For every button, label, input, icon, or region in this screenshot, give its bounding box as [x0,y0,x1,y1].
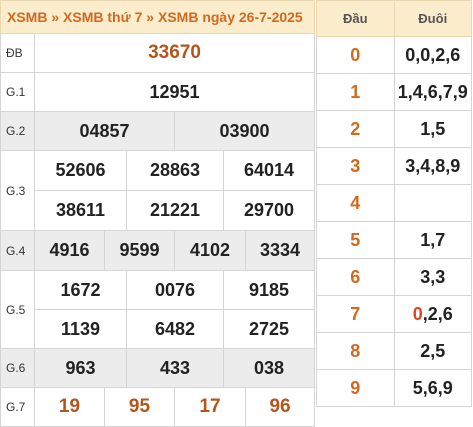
prize-g6-value: 963 [34,348,127,388]
loto-tail: 1,7 [393,221,472,259]
loto-head: 5 [316,221,395,259]
loto-tail: 2,5 [393,332,472,370]
prize-label-g3: G.3 [0,150,35,231]
prize-label-g6: G.6 [0,348,35,388]
prize-g4-value: 4916 [34,230,105,271]
prize-g5-value: 1139 [34,309,127,349]
loto-tail: 3,4,8,9 [393,147,472,185]
loto-head: 4 [316,184,395,222]
prize-g3-value: 52606 [34,150,127,191]
prize-g2-value: 04857 [34,111,175,151]
prize-g5-value: 9185 [222,270,316,310]
loto-tail-rest: ,2,6 [422,303,453,324]
breadcrumb-separator: » [51,9,60,25]
prize-g3-value: 64014 [222,150,316,191]
loto-tail: 3,3 [393,258,472,296]
loto-head: 7 [316,295,395,333]
breadcrumb-date[interactable]: XSMB ngày 26-7-2025 [157,9,303,25]
prize-label-db: ĐB [0,33,35,73]
loto-tail-header: Đuôi [393,0,472,37]
prize-db-value: 33670 [33,33,316,73]
prize-g2-value: 03900 [173,111,316,151]
prize-g3-value: 38611 [34,190,127,231]
loto-table: Đầu Đuôi 0 0,0,2,6 1 1,4,6,7,9 2 1,5 3 3… [316,0,472,407]
prize-label-g7: G.7 [0,387,35,427]
loto-head: 3 [316,147,395,185]
loto-head: 1 [316,73,395,111]
loto-head: 0 [316,36,395,74]
prize-label-g4: G.4 [0,230,35,271]
breadcrumb-separator: » [146,9,155,25]
prize-g4-value: 3334 [244,230,316,271]
prize-label-g1: G.1 [0,72,35,112]
loto-tail: 1,4,6,7,9 [393,73,472,111]
breadcrumb-xsmb[interactable]: XSMB [7,9,48,25]
prize-g6-value: 433 [126,348,224,388]
prize-g5-value: 0076 [126,270,224,310]
loto-tail: 5,6,9 [393,369,472,407]
results-table: XSMB » XSMB thứ 7 » XSMB ngày 26-7-2025 … [0,0,316,427]
prize-g7-value: 19 [34,387,105,427]
prize-g3-value: 21221 [126,190,224,231]
loto-head-header: Đầu [316,0,395,37]
breadcrumb-xsmb-thu7[interactable]: XSMB thứ 7 [63,9,143,25]
prize-g5-value: 6482 [126,309,224,349]
loto-tail [393,184,472,222]
prize-g3-value: 28863 [126,150,224,191]
loto-tail: 0,0,2,6 [393,36,472,74]
prize-g4-value: 9599 [104,230,175,271]
loto-tail: 0,2,6 [393,295,472,333]
loto-head: 8 [316,332,395,370]
loto-tail-highlight: 0 [412,303,423,324]
loto-head: 9 [316,369,395,407]
prize-g7-value: 17 [174,387,246,427]
loto-tail: 1,5 [393,110,472,148]
prize-g6-value: 038 [222,348,316,388]
loto-head: 6 [316,258,395,296]
prize-g7-value: 96 [244,387,316,427]
prize-g1-value: 12951 [33,72,316,112]
prize-label-g5: G.5 [0,270,35,349]
prize-g5-value: 1672 [34,270,127,310]
breadcrumb: XSMB » XSMB thứ 7 » XSMB ngày 26-7-2025 [0,0,316,34]
prize-label-g2: G.2 [0,111,35,151]
prize-g4-value: 4102 [174,230,246,271]
prize-g3-value: 29700 [222,190,316,231]
loto-head: 2 [316,110,395,148]
prize-g5-value: 2725 [222,309,316,349]
prize-g7-value: 95 [104,387,175,427]
